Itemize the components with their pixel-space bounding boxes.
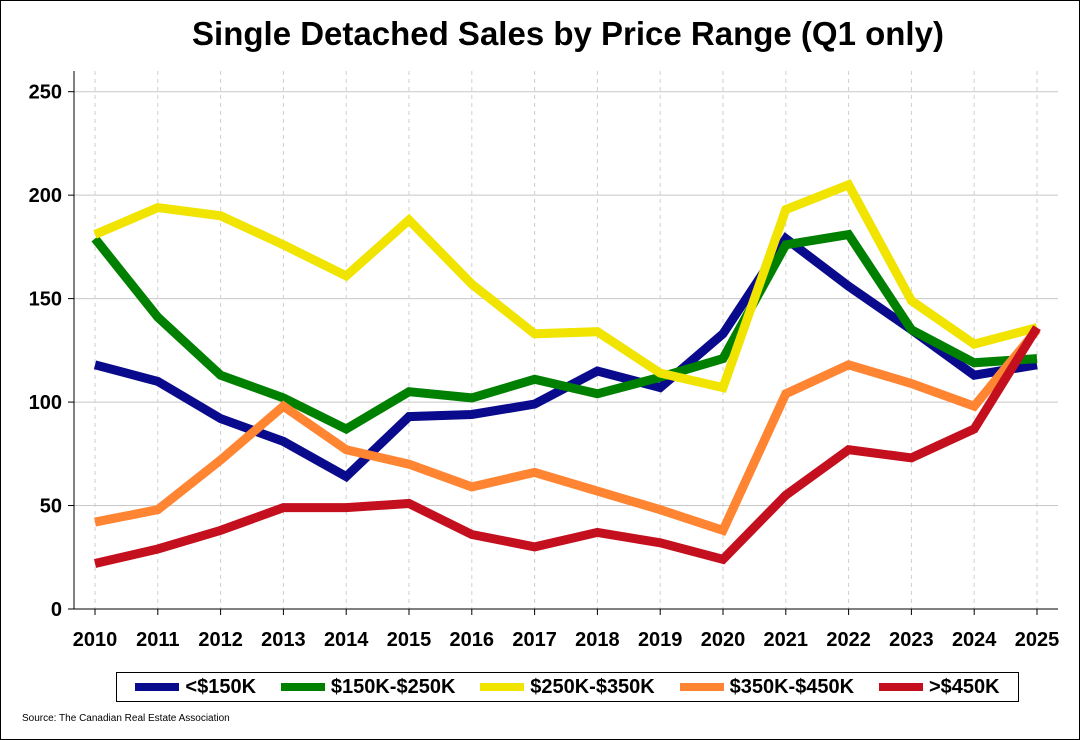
- legend-item: $250K-$350K: [480, 676, 655, 699]
- legend-swatch: [480, 683, 525, 691]
- y-tick-label: 200: [29, 185, 62, 207]
- y-tick-label: 100: [29, 392, 62, 414]
- series-line: [93, 179, 1039, 393]
- x-tick-label: 2024: [952, 629, 997, 651]
- legend-swatch: [280, 683, 325, 691]
- legend-item: $150K-$250K: [280, 675, 456, 699]
- legend-item: >$450K: [878, 675, 1000, 699]
- y-tick-label: 0: [51, 599, 62, 621]
- legend-swatch: [135, 683, 180, 691]
- legend-label: $150K-$250K: [330, 675, 456, 698]
- gridlines: [74, 71, 1058, 609]
- series-line: [94, 326, 1041, 536]
- y-tick-label: 50: [40, 496, 62, 518]
- legend-label: <$150K: [185, 675, 257, 698]
- x-tick-label: 2011: [136, 629, 179, 651]
- y-tick-label: 250: [29, 82, 62, 104]
- x-tick-label: 2015: [387, 629, 432, 651]
- legend: <$150K $150K-$250K $250K-$350K $350K-$450K >…: [116, 672, 1019, 702]
- legend-label: $250K-$350K: [530, 675, 655, 698]
- x-tick-label: 2023: [889, 629, 934, 651]
- x-tick-label: 2016: [450, 629, 495, 651]
- series-line: [91, 229, 1038, 435]
- series-line: [93, 325, 1041, 568]
- x-tick-label: 2010: [73, 629, 118, 651]
- axes: [68, 71, 1058, 615]
- x-tick-label: 2018: [575, 629, 620, 651]
- series-lines: [91, 179, 1041, 568]
- legend-item: <$150K: [135, 676, 256, 699]
- x-tick-label: 2012: [198, 629, 243, 651]
- source-note: Source: The Canadian Real Estate Associa…: [22, 713, 230, 724]
- tick-labels: 0 50 100 150 200 250 2010 2011 2012 2013 2014 2015 2…: [29, 82, 1060, 651]
- legend-label: $350K-$450K: [729, 675, 855, 698]
- legend-item: $350K-$450K: [679, 675, 855, 699]
- x-tick-label: 2013: [261, 629, 306, 651]
- y-tick-label: 150: [29, 289, 62, 311]
- x-tick-label: 2017: [512, 629, 557, 651]
- x-tick-label: 2022: [826, 629, 871, 651]
- x-tick-label: 2020: [701, 629, 746, 651]
- x-tick-label: 2019: [638, 629, 683, 651]
- legend-swatch: [679, 683, 724, 691]
- chart-title: Single Detached Sales by Price Range (Q1…: [192, 15, 944, 52]
- legend-label: >$450K: [928, 675, 1000, 698]
- legend-swatch: [878, 683, 923, 691]
- x-tick-label: 2021: [764, 629, 809, 651]
- x-tick-label: 2014: [324, 629, 369, 651]
- x-tick-label: 2025: [1015, 629, 1060, 651]
